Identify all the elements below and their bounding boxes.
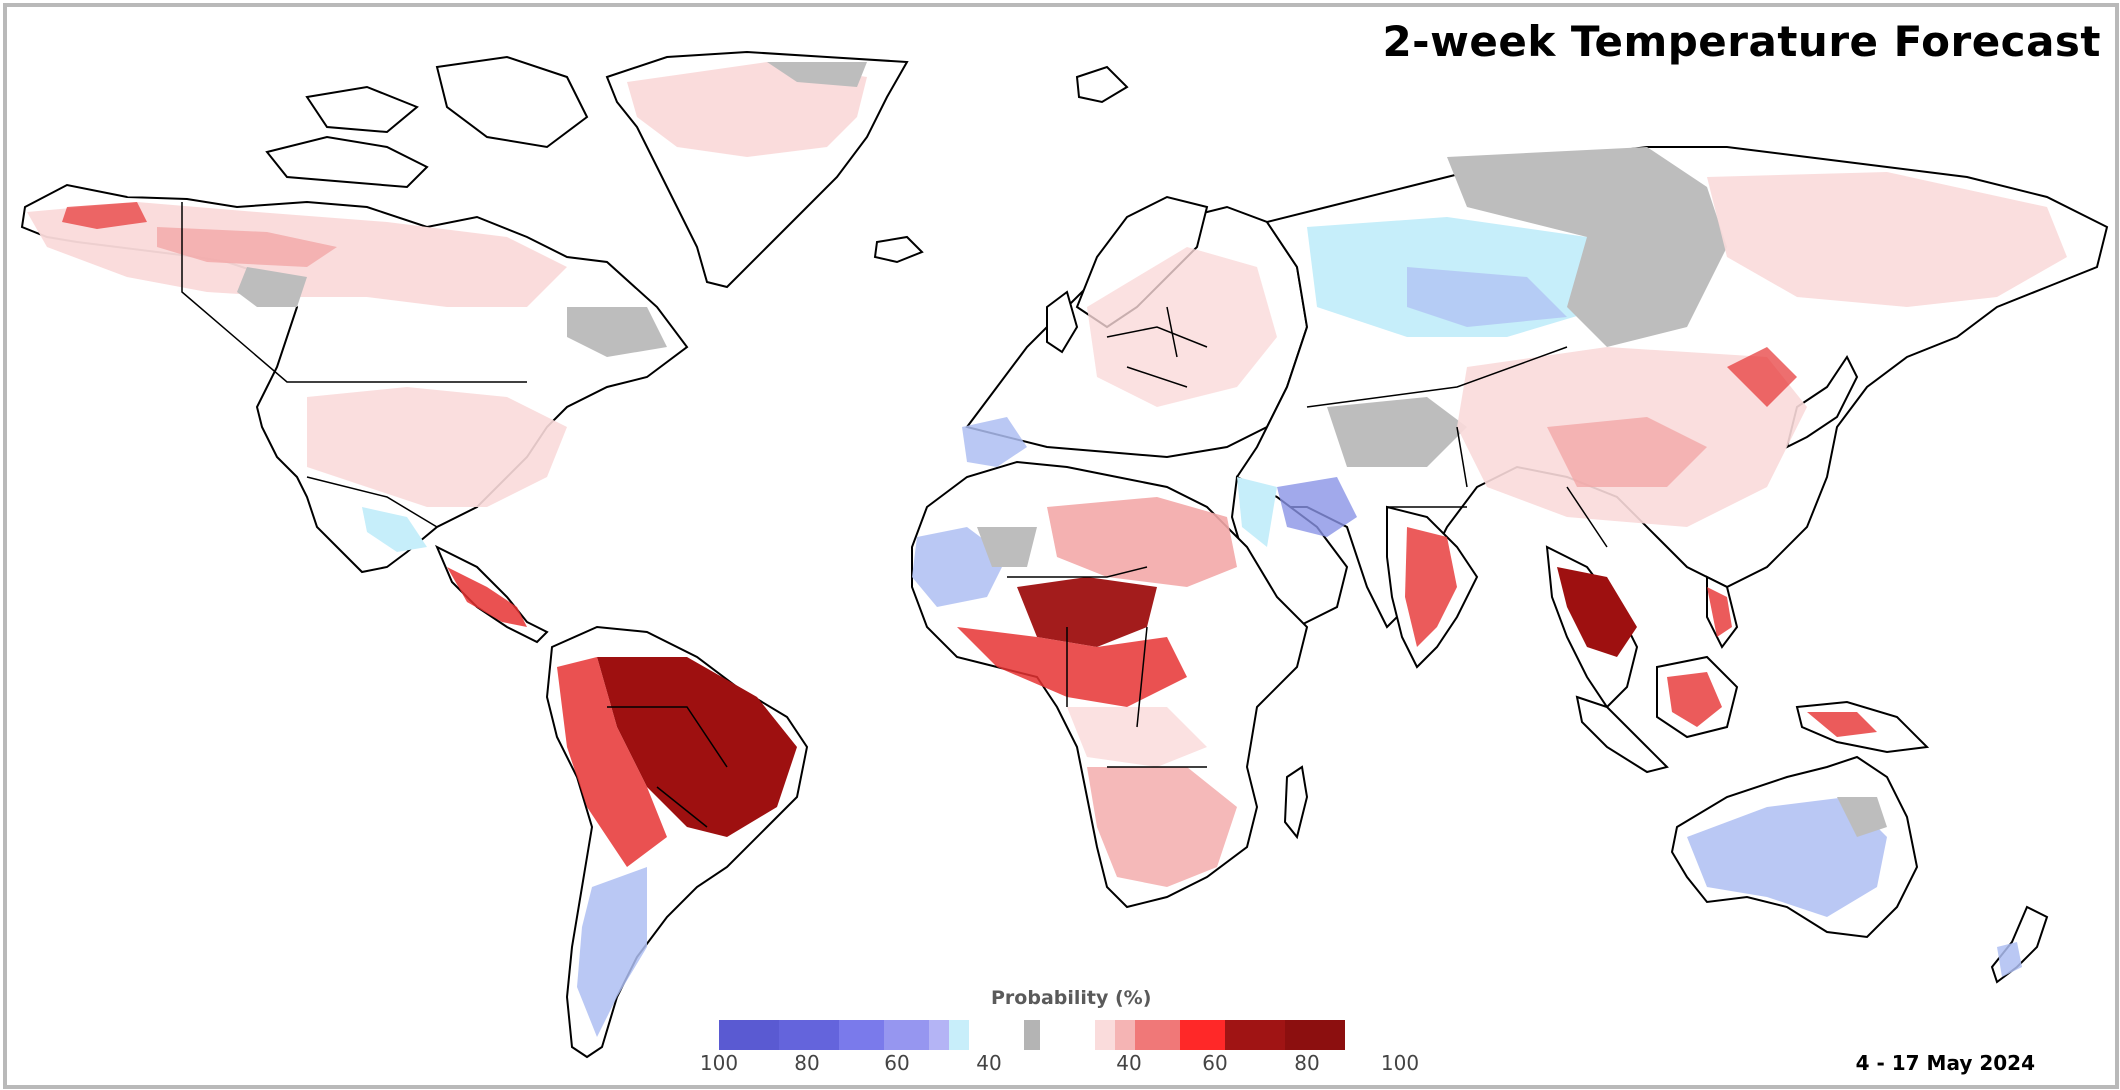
- legend-tick-cold-60: 60: [884, 1051, 910, 1075]
- legend-tick-cold-80: 80: [794, 1051, 820, 1075]
- legend-color-bar: [719, 1020, 1345, 1050]
- shade-korea-strong: [1727, 347, 1797, 407]
- legend-swatch-warm-1: [1095, 1020, 1115, 1050]
- shade-west-africa-cold: [912, 527, 1007, 607]
- legend-title: Probability (%): [991, 987, 1152, 1009]
- legend-swatch-cold-1: [719, 1020, 779, 1050]
- shade-mideast-cold-weak: [1237, 477, 1277, 547]
- europe-borders: [1106, 306, 1208, 388]
- shade-sahel-strong: [957, 627, 1187, 707]
- africa-borders: [1007, 566, 1207, 768]
- forecast-shading: [27, 62, 2067, 1037]
- legend-tick-warm-60: 60: [1202, 1051, 1228, 1075]
- legend-swatch-cold-6: [949, 1020, 969, 1050]
- world-map: [20, 50, 2109, 1059]
- us-mexico-border: [306, 476, 438, 528]
- shade-new-guinea-strong: [1807, 712, 1877, 737]
- legend-swatch-warm-2: [1115, 1020, 1135, 1050]
- shade-china-mid: [1547, 417, 1707, 487]
- shade-russia-cold-mid: [1407, 267, 1567, 327]
- legend-gap-1: [969, 1020, 1024, 1050]
- new-zealand: [1990, 905, 2049, 984]
- legend-tick-warm-80: 80: [1294, 1051, 1320, 1075]
- shade-indochina-extreme: [1557, 567, 1637, 657]
- shade-usa-warm: [307, 387, 567, 507]
- legend-swatch-warm-6: [1285, 1020, 1345, 1050]
- legend-gap-2: [1040, 1020, 1095, 1050]
- shade-sa-strong: [557, 657, 667, 867]
- page-title: 2-week Temperature Forecast: [1382, 17, 2101, 66]
- shade-iberia-cold: [962, 417, 1027, 467]
- shade-siberia-neutral: [1447, 147, 1727, 347]
- shade-nz-cold: [1997, 942, 2022, 977]
- legend-swatch-neutral: [1024, 1020, 1040, 1050]
- sumatra: [1575, 695, 1669, 774]
- arctic-islands-3: [305, 85, 419, 134]
- shade-central-am-warm: [447, 567, 527, 627]
- uk: [1046, 290, 1079, 354]
- shade-east-siberia-warm: [1707, 172, 2067, 307]
- shade-greenland-neutral: [767, 62, 867, 87]
- shade-sahara-warm: [1047, 497, 1237, 587]
- legend-swatch-cold-2: [779, 1020, 839, 1050]
- svalbard: [1075, 65, 1129, 104]
- madagascar: [1283, 765, 1309, 840]
- shade-alaska-strong: [62, 202, 147, 229]
- legend-swatch-warm-3: [1135, 1020, 1180, 1050]
- japan: [1785, 355, 1859, 449]
- shade-mideast-cold: [1277, 477, 1357, 537]
- shade-australia-cold: [1687, 797, 1887, 917]
- shade-mexico-cold: [362, 507, 427, 552]
- shade-greenland-warm: [627, 62, 867, 157]
- shade-sa-cold: [577, 867, 647, 1037]
- legend-swatch-cold-4: [884, 1020, 929, 1050]
- shade-borneo-strong: [1667, 672, 1722, 727]
- shade-sahel-extreme: [1017, 577, 1157, 647]
- us-canada-border: [181, 202, 527, 383]
- map-frame: 2-week Temperature Forecast Probability …: [3, 3, 2119, 1089]
- shade-europe-warm: [1087, 247, 1277, 407]
- legend-swatch-cold-3: [839, 1020, 884, 1050]
- shade-canada-mid: [157, 227, 337, 267]
- legend-tick-cold-40: 40: [976, 1051, 1002, 1075]
- shade-australia-neutral: [1837, 797, 1887, 837]
- shade-canada-neutral: [237, 267, 307, 307]
- shade-quebec-neutral: [567, 307, 667, 357]
- legend-tick-warm-40: 40: [1116, 1051, 1142, 1075]
- shade-sahara-neutral: [977, 527, 1037, 567]
- shade-sa-extreme: [597, 657, 797, 837]
- iceland: [873, 235, 924, 264]
- shade-india-strong: [1405, 527, 1457, 647]
- date-range: 4 - 17 May 2024: [1855, 1051, 2035, 1075]
- arctic-islands: [265, 135, 429, 189]
- legend-swatch-cold-5: [929, 1020, 949, 1050]
- shade-southern-africa-warm: [1087, 767, 1237, 887]
- asia-borders: [1306, 346, 1608, 548]
- legend-tick-warm-100: 100: [1380, 1051, 1420, 1075]
- shade-philippines-strong: [1707, 587, 1732, 637]
- sa-borders: [607, 706, 728, 828]
- legend-swatch-warm-4: [1180, 1020, 1225, 1050]
- legend-tick-cold-100: 100: [699, 1051, 739, 1075]
- shade-central-africa-warm: [1067, 707, 1207, 767]
- shade-central-asia-neutral: [1327, 397, 1467, 467]
- border-lines: [181, 202, 1608, 828]
- legend-swatch-warm-5: [1225, 1020, 1285, 1050]
- arctic-islands-2: [435, 55, 589, 149]
